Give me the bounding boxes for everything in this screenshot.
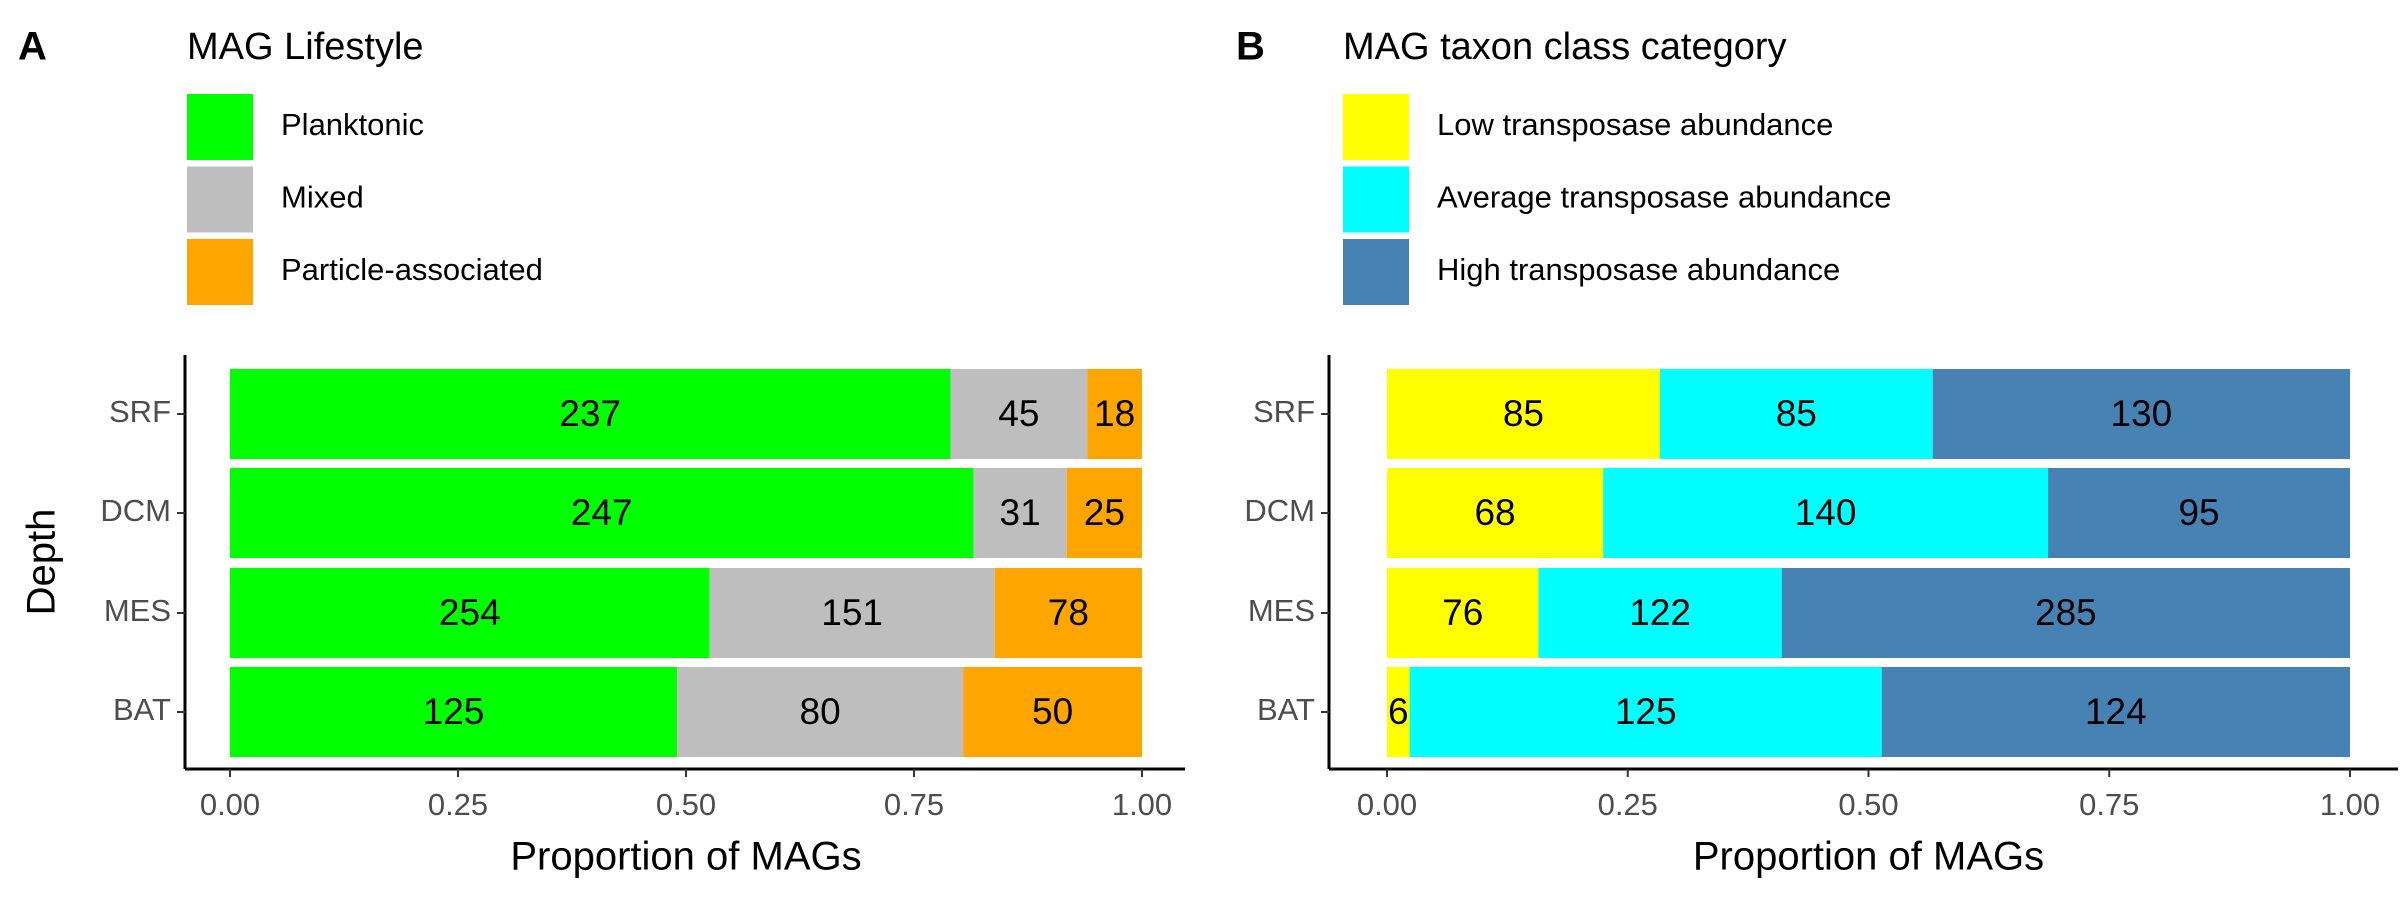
- x-tick-label: 0.25: [428, 787, 488, 822]
- bar-segment: [230, 468, 974, 558]
- x-tick-label: 1.00: [1112, 787, 1172, 822]
- bar-segment: [1387, 568, 1539, 658]
- value-label: 45: [998, 393, 1039, 434]
- value-label: 85: [1776, 393, 1817, 434]
- legend-label: High transposase abundance: [1437, 252, 1840, 287]
- value-label: 18: [1094, 393, 1135, 434]
- y-tick-label: MES: [104, 593, 171, 628]
- x-tick-label: 0.75: [884, 787, 944, 822]
- bar-segment: [2048, 468, 2350, 558]
- bar-segment: [230, 369, 951, 459]
- panel-label: B: [1236, 25, 1265, 69]
- x-tick-label: 0.25: [1598, 787, 1658, 822]
- legend-swatch: [187, 94, 253, 160]
- legend-swatch: [187, 166, 253, 233]
- legend-label: Average transposase abundance: [1437, 180, 1891, 215]
- legend-swatch: [1343, 239, 1409, 305]
- value-label: 237: [559, 393, 621, 434]
- bar-segment: [1538, 568, 1782, 658]
- value-label: 285: [2035, 592, 2097, 633]
- value-label: 25: [1084, 492, 1125, 533]
- legend-title: MAG Lifestyle: [187, 26, 424, 68]
- legend-label: Particle-associated: [281, 252, 543, 287]
- bar-segment: [1603, 468, 2049, 558]
- legend-label: Planktonic: [281, 107, 424, 142]
- value-label: 76: [1442, 592, 1483, 633]
- bar-segment: [1932, 369, 2350, 459]
- value-label: 95: [2178, 492, 2219, 533]
- value-label: 31: [1000, 492, 1041, 533]
- x-tick-label: 1.00: [2320, 787, 2380, 822]
- bar-segment: [963, 667, 1142, 757]
- legend-label: Mixed: [281, 180, 364, 215]
- bar-segment: [1066, 468, 1142, 558]
- value-label: 122: [1629, 592, 1691, 633]
- bar-segment: [1387, 468, 1604, 558]
- bar-segment: [973, 468, 1067, 558]
- value-label: 78: [1048, 592, 1089, 633]
- value-label: 130: [2110, 393, 2172, 434]
- legend-swatch: [187, 239, 253, 305]
- bar-segment: [709, 568, 995, 658]
- x-tick-label: 0.00: [1357, 787, 1417, 822]
- legend-label: Low transposase abundance: [1437, 107, 1833, 142]
- y-tick-label: DCM: [100, 493, 171, 528]
- x-tick-label: 0.50: [656, 787, 716, 822]
- legend-swatch: [1343, 166, 1409, 233]
- bar-segment: [1087, 369, 1142, 459]
- legend-title: MAG taxon class category: [1343, 26, 1787, 68]
- y-tick-label: BAT: [113, 692, 171, 727]
- bar-segment: [950, 369, 1088, 459]
- bar-segment: [994, 568, 1142, 658]
- legend-swatch: [1343, 94, 1409, 160]
- value-label: 124: [2085, 691, 2147, 732]
- value-label: 80: [800, 691, 841, 732]
- panel-label: A: [18, 25, 47, 69]
- bar-segment: [1659, 369, 1933, 459]
- value-label: 68: [1474, 492, 1515, 533]
- value-label: 254: [439, 592, 501, 633]
- value-label: 151: [821, 592, 883, 633]
- value-label: 6: [1388, 691, 1409, 732]
- value-label: 50: [1032, 691, 1073, 732]
- y-tick-label: BAT: [1257, 692, 1315, 727]
- bar-segment: [1409, 667, 1882, 757]
- bar-segment: [230, 568, 710, 658]
- bar-segment: [677, 667, 964, 757]
- y-axis-title: Depth: [20, 509, 64, 616]
- y-tick-label: SRF: [1253, 394, 1315, 429]
- bar-segment: [230, 667, 678, 757]
- value-label: 125: [1615, 691, 1677, 732]
- bar-segment: [1387, 369, 1660, 459]
- value-label: 85: [1503, 393, 1544, 434]
- bar-segment: [1387, 667, 1410, 757]
- x-tick-label: 0.50: [1838, 787, 1898, 822]
- y-tick-label: DCM: [1244, 493, 1315, 528]
- x-tick-label: 0.00: [200, 787, 260, 822]
- x-axis-title: Proportion of MAGs: [510, 835, 861, 879]
- x-axis-title: Proportion of MAGs: [1693, 835, 2044, 879]
- y-tick-label: SRF: [109, 394, 171, 429]
- y-tick-label: MES: [1248, 593, 1315, 628]
- x-tick-label: 0.75: [2079, 787, 2139, 822]
- value-label: 140: [1795, 492, 1857, 533]
- bar-segment: [1881, 667, 2350, 757]
- bar-segment: [1781, 568, 2350, 658]
- value-label: 125: [423, 691, 485, 732]
- value-label: 247: [571, 492, 633, 533]
